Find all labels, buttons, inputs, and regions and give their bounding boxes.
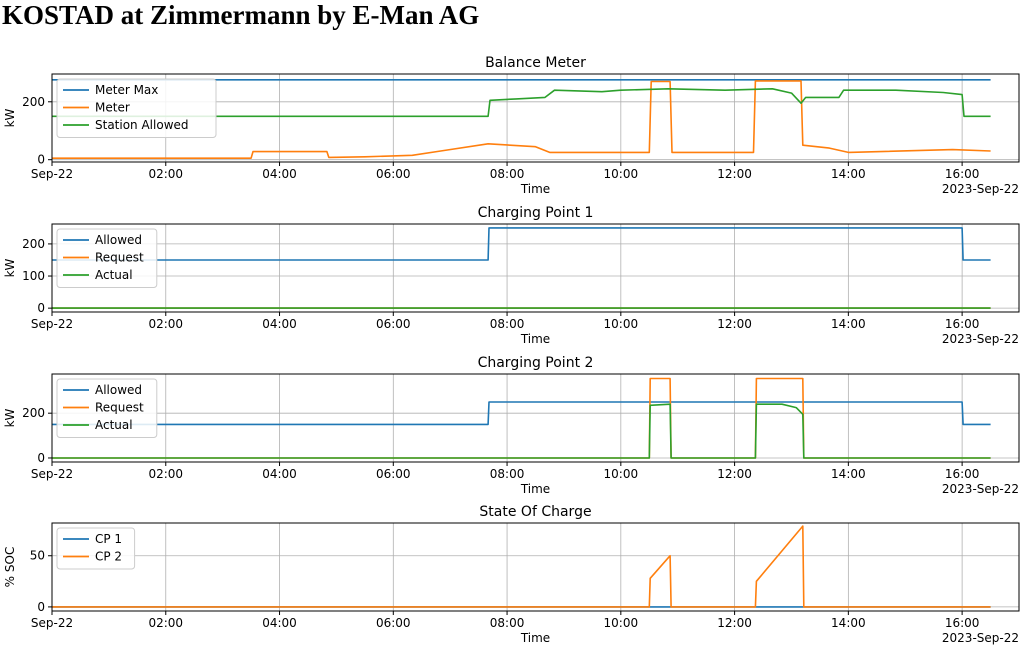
y-tick-label: 0 bbox=[37, 451, 45, 465]
plot-frame bbox=[51, 373, 1020, 463]
x-tick-label: 04:00 bbox=[262, 317, 297, 331]
x-tick-label: 12:00 bbox=[717, 317, 752, 331]
x-tick-label: 06:00 bbox=[376, 467, 411, 481]
y-axis-label: kW bbox=[3, 108, 17, 127]
series-line-2 bbox=[52, 80, 991, 159]
x-tick-label: 14:00 bbox=[831, 616, 866, 630]
y-axis-label: kW bbox=[3, 258, 17, 277]
y-tick-label: 50 bbox=[30, 549, 45, 563]
x-tick-label: 04:00 bbox=[262, 467, 297, 481]
legend: Allowed Request Actual bbox=[56, 378, 158, 438]
x-axis-label: Time bbox=[520, 482, 550, 496]
date-offset-label: 2023-Sep-22 bbox=[942, 631, 1019, 645]
plot-frame bbox=[51, 522, 1020, 612]
chart-panel-3: Charging Point 2 Sep-22 02:00 04:00 06:00 08:… bbox=[3, 355, 1020, 496]
legend-label: Station Allowed bbox=[95, 118, 189, 132]
y-tick-label: 0 bbox=[37, 600, 45, 614]
x-tick-label: 02:00 bbox=[148, 467, 183, 481]
y-tick-label: 100 bbox=[22, 269, 45, 283]
x-tick-label: 08:00 bbox=[490, 616, 525, 630]
x-tick-label: 10:00 bbox=[604, 167, 639, 181]
y-tick-label: 200 bbox=[22, 237, 45, 251]
chart-title: Charging Point 2 bbox=[478, 355, 594, 371]
series-line-1 bbox=[52, 401, 991, 426]
plot-frame bbox=[51, 223, 1020, 313]
x-axis-label: Time bbox=[520, 182, 550, 196]
y-axis-label: kW bbox=[3, 408, 17, 427]
date-offset-label: 2023-Sep-22 bbox=[942, 482, 1019, 496]
legend-label: CP 1 bbox=[95, 532, 122, 546]
x-tick-label: 06:00 bbox=[376, 616, 411, 630]
x-tick-label: 14:00 bbox=[831, 167, 866, 181]
x-tick-label: 02:00 bbox=[148, 317, 183, 331]
x-tick-label: 14:00 bbox=[831, 317, 866, 331]
x-tick-label: 08:00 bbox=[490, 317, 525, 331]
legend-box bbox=[56, 228, 158, 288]
x-tick-label: 16:00 bbox=[945, 616, 980, 630]
legend-label: Meter bbox=[95, 101, 130, 115]
x-tick-label: 10:00 bbox=[604, 616, 639, 630]
y-tick-label: 0 bbox=[37, 301, 45, 315]
legend-box bbox=[56, 78, 217, 138]
legend: CP 1 CP 2 bbox=[56, 527, 136, 570]
legend: Allowed Request Actual bbox=[56, 228, 158, 288]
legend-label: Request bbox=[95, 251, 144, 265]
x-tick-label: Sep-22 bbox=[31, 616, 73, 630]
x-tick-label: 14:00 bbox=[831, 467, 866, 481]
x-tick-label: 10:00 bbox=[604, 317, 639, 331]
y-axis-label: % SOC bbox=[3, 547, 17, 588]
legend-label: Allowed bbox=[95, 383, 142, 397]
chart-title: Charging Point 1 bbox=[478, 205, 594, 221]
legend-label: Actual bbox=[95, 268, 133, 282]
chart-panel-1: Balance Meter Sep-22 02:00 04:00 06:00 08:00 1… bbox=[3, 55, 1020, 196]
series-line-1 bbox=[52, 227, 991, 261]
x-tick-label: 02:00 bbox=[148, 616, 183, 630]
legend: Meter Max Meter Station Allowed bbox=[56, 78, 217, 138]
series-line-2 bbox=[52, 525, 991, 608]
x-axis-label: Time bbox=[520, 631, 550, 645]
x-tick-label: 06:00 bbox=[376, 317, 411, 331]
x-tick-label: Sep-22 bbox=[31, 467, 73, 481]
legend-label: CP 2 bbox=[95, 550, 122, 564]
series-line-3 bbox=[52, 88, 991, 118]
y-tick-label: 200 bbox=[22, 406, 45, 420]
date-offset-label: 2023-Sep-22 bbox=[942, 332, 1019, 346]
chart-title: Balance Meter bbox=[485, 55, 586, 71]
x-tick-label: 10:00 bbox=[604, 467, 639, 481]
x-tick-label: Sep-22 bbox=[31, 317, 73, 331]
x-tick-label: 06:00 bbox=[376, 167, 411, 181]
x-tick-label: 16:00 bbox=[945, 317, 980, 331]
series-line-2 bbox=[52, 377, 991, 459]
chart-title: State Of Charge bbox=[479, 504, 591, 520]
legend-label: Request bbox=[95, 401, 144, 415]
chart-panel-2: Charging Point 1 Sep-22 02:00 04:00 06:00 08:… bbox=[3, 205, 1020, 346]
x-tick-label: Sep-22 bbox=[31, 167, 73, 181]
legend-box bbox=[56, 378, 158, 438]
x-tick-label: 12:00 bbox=[717, 616, 752, 630]
page-title: KOSTAD at Zimmermann by E-Man AG bbox=[2, 0, 480, 30]
legend-label: Allowed bbox=[95, 233, 142, 247]
x-axis-label: Time bbox=[520, 332, 550, 346]
series-line-3 bbox=[52, 403, 991, 459]
x-tick-label: 08:00 bbox=[490, 167, 525, 181]
y-tick-label: 200 bbox=[22, 95, 45, 109]
x-tick-label: 12:00 bbox=[717, 467, 752, 481]
x-tick-label: 02:00 bbox=[148, 167, 183, 181]
x-tick-label: 16:00 bbox=[945, 167, 980, 181]
legend-label: Actual bbox=[95, 418, 133, 432]
date-offset-label: 2023-Sep-22 bbox=[942, 182, 1019, 196]
x-tick-label: 04:00 bbox=[262, 167, 297, 181]
y-tick-label: 0 bbox=[37, 153, 45, 167]
x-tick-label: 04:00 bbox=[262, 616, 297, 630]
chart-panel-4: State Of Charge Sep-22 02:00 04:00 06:00 08:0… bbox=[3, 504, 1020, 645]
plot-frame bbox=[51, 73, 1020, 163]
x-tick-label: 12:00 bbox=[717, 167, 752, 181]
x-tick-label: 08:00 bbox=[490, 467, 525, 481]
x-tick-label: 16:00 bbox=[945, 467, 980, 481]
legend-label: Meter Max bbox=[95, 83, 158, 97]
